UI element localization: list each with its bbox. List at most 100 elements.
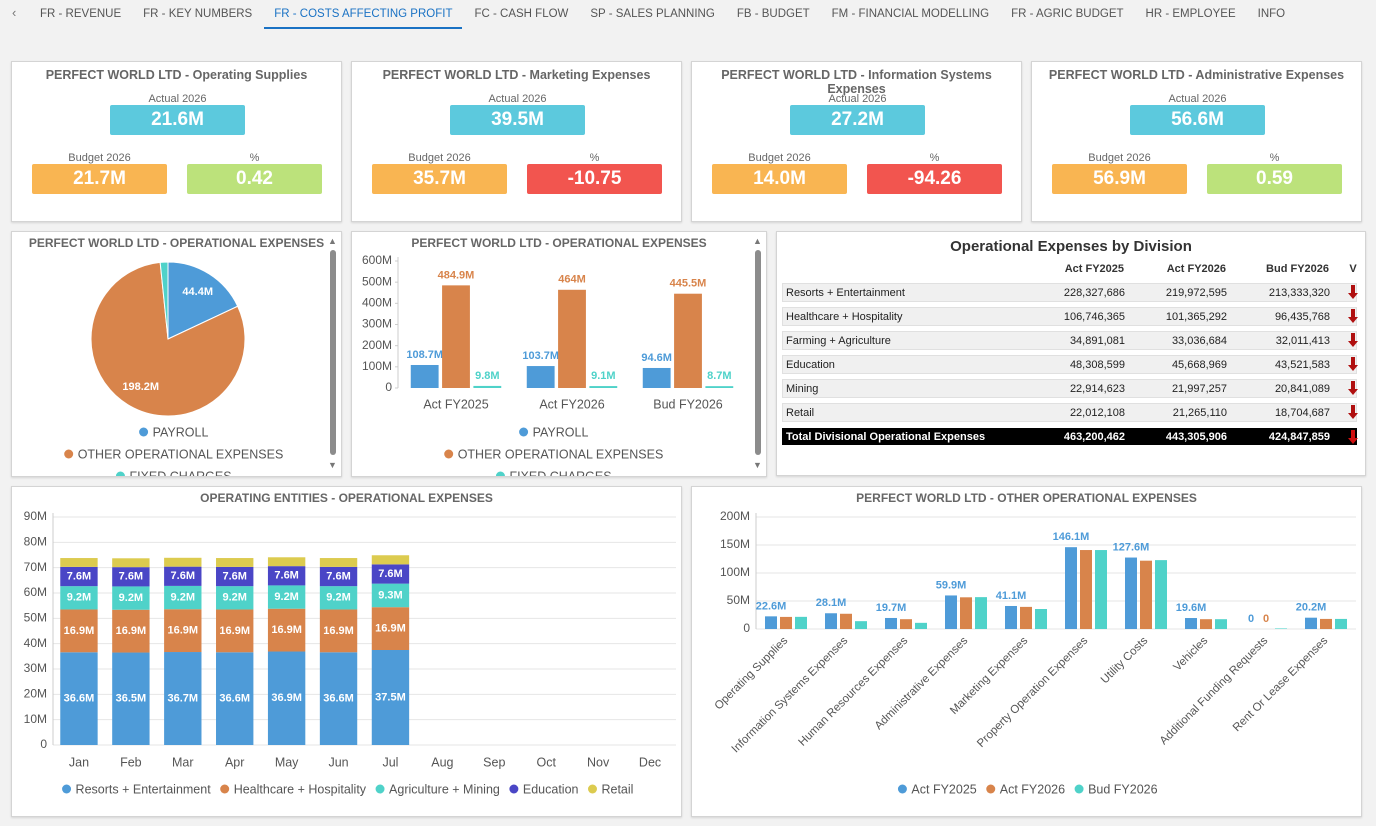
scroll-down: ▼ (328, 460, 337, 470)
bar (780, 616, 792, 629)
bar (410, 364, 439, 388)
budget-label: Budget 2026 (1088, 152, 1151, 164)
y-tick-label: 400M (362, 296, 392, 310)
tab[interactable]: FR - AGRIC BUDGET (1011, 8, 1124, 20)
bar (60, 652, 98, 745)
data-label: 22.6M (756, 600, 787, 612)
data-label: 36.6M (64, 693, 95, 705)
budget-value: 14.0M (712, 164, 847, 194)
scroll-down: ▼ (753, 460, 762, 470)
bar (371, 555, 410, 565)
bar (216, 652, 254, 745)
legend-item: Retail (587, 782, 633, 796)
bar (267, 608, 306, 652)
data-label: 9.8M (475, 370, 499, 382)
actual-value: 56.6M (1130, 105, 1265, 135)
data-label: 103.7M (522, 350, 559, 362)
bar (945, 595, 957, 629)
row-cell: 45,668,969 (1171, 359, 1227, 371)
bar (975, 597, 987, 629)
budget-value: 21.7M (32, 164, 167, 194)
bar (216, 586, 254, 610)
kpi-card: PERFECT WORLD LTD - Information Systems … (691, 61, 1022, 222)
data-label: 0 (1263, 613, 1269, 625)
x-tick-label: Aug (431, 755, 453, 769)
row-cell: 22,012,108 (1069, 407, 1125, 419)
y-tick-label: 90M (24, 509, 47, 523)
y-tick-label: 80M (24, 535, 47, 549)
legend-swatch (64, 449, 74, 459)
tab[interactable]: FR - COSTS AFFECTING PROFIT (264, 0, 463, 29)
y-tick-label: 100M (720, 565, 750, 579)
data-label: 16.9M (168, 625, 199, 637)
y-tick-label: 60M (24, 585, 47, 599)
tab[interactable]: FB - BUDGET (736, 8, 810, 20)
chart-title: PERFECT WORLD LTD - OPERATIONAL EXPENSES (29, 236, 324, 250)
legend-swatch (220, 784, 230, 794)
legend-item: FIXED CHARGES (495, 469, 612, 476)
x-tick-label: Additional Funding Requests (1158, 635, 1271, 748)
bar (371, 583, 410, 608)
tab[interactable]: SP - SALES PLANNING (590, 8, 715, 20)
tab[interactable]: FR - KEY NUMBERS (143, 8, 253, 20)
row-cell: 463,200,462 (1063, 431, 1125, 443)
table-title: Operational Expenses by Division (950, 238, 1192, 255)
y-tick-label: 10M (24, 712, 47, 726)
bar (674, 293, 702, 388)
x-tick-label: Bud FY2026 (653, 397, 723, 411)
data-label: 36.9M (271, 692, 302, 704)
bar (1155, 560, 1167, 629)
down-arrow (1348, 430, 1358, 444)
scrollbar-thumb (755, 250, 761, 455)
tab[interactable]: HR - EMPLOYEE (1145, 8, 1236, 20)
bar (1020, 606, 1032, 629)
bar (164, 566, 202, 586)
legend-item: Education (509, 782, 579, 796)
bar (795, 616, 807, 629)
row-cell: 48,308,599 (1069, 359, 1125, 371)
legend-item: OTHER OPERATIONAL EXPENSES (444, 447, 663, 461)
bar (765, 616, 777, 629)
legend-label: Resorts + Entertainment (76, 782, 212, 796)
x-tick-label: Nov (587, 755, 610, 769)
tabs-back-arrow[interactable]: ‹ (12, 5, 17, 20)
bar (1275, 628, 1287, 629)
scroll-up: ▲ (328, 236, 337, 246)
bar (371, 607, 410, 650)
data-label: 16.9M (375, 622, 406, 634)
tab[interactable]: FM - FINANCIAL MODELLING (831, 8, 990, 20)
tab[interactable]: FR - REVENUE (40, 8, 122, 20)
budget-value: 35.7M (372, 164, 507, 194)
row-name: Education (786, 359, 835, 371)
tab[interactable]: FC - CASH FLOW (474, 8, 569, 20)
bar (112, 609, 150, 653)
legend-item: Act FY2025 (897, 782, 977, 796)
legend-label: Education (523, 782, 579, 796)
table-row: Resorts + Entertainment 228,327,686 219,97… (782, 283, 1358, 302)
legend-label: Bud FY2026 (1088, 782, 1158, 796)
row-cell: 219,972,595 (1165, 287, 1227, 299)
pct-label: % (249, 152, 260, 164)
tab[interactable]: INFO (1257, 8, 1286, 20)
bar (60, 566, 98, 587)
x-tick-label: Apr (225, 755, 244, 769)
data-label: 127.6M (1113, 541, 1150, 553)
legend-label: FIXED CHARGES (129, 469, 231, 476)
legend-swatch (444, 449, 454, 459)
bar (60, 586, 98, 610)
data-label: 445.5M (670, 278, 707, 290)
legend-swatch (986, 784, 996, 794)
bar (1320, 618, 1332, 629)
chart-panel: PERFECT WORLD LTD - OPERATIONAL EXPENSES… (11, 231, 342, 477)
row-name: Retail (786, 407, 815, 419)
x-tick-label: Utility Costs (1099, 635, 1151, 687)
bar (164, 609, 202, 653)
data-label: 9.2M (274, 591, 298, 603)
row-cell: 21,997,257 (1171, 383, 1227, 395)
pie-slice (167, 261, 239, 340)
y-tick-label: 0 (40, 737, 47, 751)
legend-item: PAYROLL (139, 425, 208, 439)
bar (319, 566, 358, 587)
data-label: 16.9M (271, 624, 302, 636)
row-cell: 22,914,623 (1069, 383, 1125, 395)
